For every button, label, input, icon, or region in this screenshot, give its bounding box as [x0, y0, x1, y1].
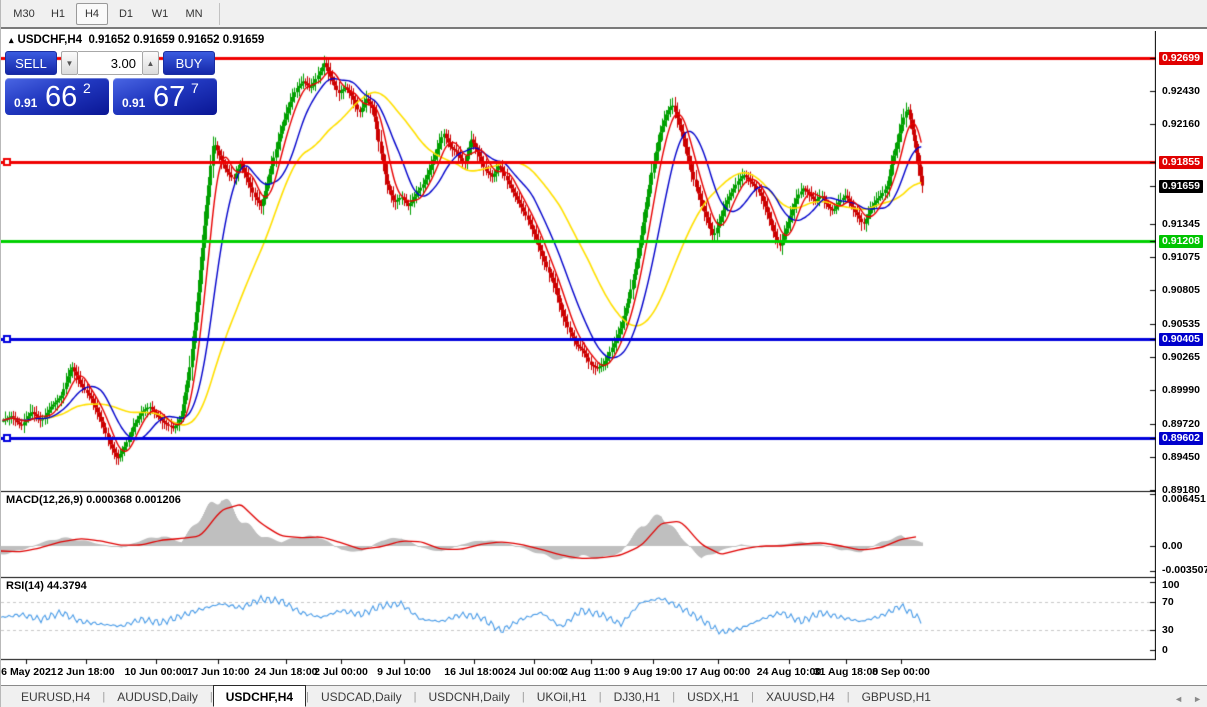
date-label: 24 Jul 00:00	[504, 666, 564, 678]
chart-tab-gbpusd-h1[interactable]: GBPUSD,H1	[861, 689, 931, 704]
price-axis-label: -0.003507	[1162, 564, 1207, 576]
chart-tab-usdchf-h4[interactable]: USDCHF,H4	[212, 684, 307, 707]
price-axis-label: 0.006451	[1162, 493, 1206, 505]
tab-separator: |	[413, 690, 417, 703]
tab-separator: |	[751, 690, 755, 703]
timeframe-toolbar: M30 H1 H4 D1 W1 MN	[1, 0, 1207, 29]
chart-tab-usdcad-daily[interactable]: USDCAD,Daily	[320, 689, 402, 704]
chart-tab-xauusd-h4[interactable]: XAUUSD,H4	[766, 689, 835, 704]
timeframe-button-m30[interactable]: M30	[8, 3, 40, 25]
rsi-indicator-label: RSI(14) 44.3794	[6, 580, 87, 592]
macd-indicator-label: MACD(12,26,9) 0.000368 0.001206	[6, 494, 181, 506]
date-label: 17 Aug 00:00	[685, 666, 751, 678]
date-label: 8 Sep 00:00	[872, 666, 930, 678]
tab-separator: |	[521, 690, 525, 703]
price-axis-label: 0.90265	[1162, 351, 1200, 363]
tab-separator: |	[672, 690, 676, 703]
price-axis-label: 0.91208	[1159, 235, 1203, 248]
buy-quote-button[interactable]: 0.91 67 7	[113, 78, 217, 115]
chart-tab-usdcnh-daily[interactable]: USDCNH,Daily	[428, 689, 510, 704]
chart-tab-ukoil-h1[interactable]: UKOil,H1	[536, 689, 587, 704]
price-axis-label: 0.91075	[1162, 251, 1200, 263]
timeframe-button-h4[interactable]: H4	[76, 2, 108, 25]
chart-tab-eurusd-h4[interactable]: EURUSD,H4	[21, 689, 91, 704]
chart-window: ▴ USDCHF,H4 0.91652 0.91659 0.91652 0.916…	[1, 31, 1207, 685]
price-axis-label: 0.90405	[1159, 333, 1203, 346]
date-label: 10 Jun 00:00	[124, 666, 188, 678]
price-axis-label: 0.89720	[1162, 418, 1200, 430]
sell-button[interactable]: SELL	[5, 51, 57, 75]
price-axis-label: 0.89990	[1162, 384, 1200, 396]
date-label: 2 Jul 00:00	[314, 666, 368, 678]
price-axis-label: 0	[1162, 644, 1168, 656]
price-axis-label: 0.91659	[1159, 180, 1203, 193]
timeframe-button-d1[interactable]: D1	[110, 3, 142, 25]
chart-tab-usdx-h1[interactable]: USDX,H1	[687, 689, 740, 704]
timeframe-buttons: M30 H1 H4 D1 W1 MN	[7, 2, 211, 25]
chart-tab-bar: EURUSD,H4 | AUDUSD,Daily | USDCHF,H4 | USDCAD,…	[1, 684, 1207, 707]
chart-tab-dj30-h1[interactable]: DJ30,H1	[613, 689, 661, 704]
date-label: 26 May 2021	[0, 666, 57, 678]
volume-decrease-button[interactable]: ▼	[61, 51, 78, 75]
price-axis-label: 0.92699	[1159, 52, 1203, 65]
buy-price-big: 67	[153, 81, 186, 113]
price-chart-canvas[interactable]	[1, 31, 1156, 685]
tab-separator: |	[209, 690, 213, 703]
date-label: 9 Aug 19:00	[623, 666, 683, 678]
price-axis-label: 0.89180	[1162, 484, 1200, 496]
sell-price-big: 66	[45, 81, 78, 113]
date-label: 17 Jun 10:00	[186, 666, 250, 678]
tab-scroll-left-arrow[interactable]: ◄	[1174, 694, 1184, 704]
sell-quote-button[interactable]: 0.91 66 2	[5, 78, 109, 115]
price-axis-label: 0.91345	[1162, 218, 1200, 230]
collapse-trade-panel-icon[interactable]: ▴	[9, 35, 14, 45]
date-label: 24 Jun 18:00	[254, 666, 318, 678]
timeframe-button-h1[interactable]: H1	[42, 3, 74, 25]
price-axis-label: 100	[1162, 579, 1180, 591]
date-label: 31 Aug 18:00	[813, 666, 879, 678]
chart-tab-audusd-daily[interactable]: AUDUSD,Daily	[117, 689, 198, 704]
date-label: 9 Jul 10:00	[377, 666, 431, 678]
chart-symbol-label: USDCHF,H4	[17, 34, 83, 46]
tab-separator: |	[598, 690, 602, 703]
date-label: 16 Jul 18:00	[444, 666, 504, 678]
chart-title: ▴ USDCHF,H4 0.91652 0.91659 0.91652 0.916…	[9, 34, 264, 46]
date-label: 2 Jun 18:00	[57, 666, 115, 678]
tab-separator: |	[306, 690, 309, 703]
price-axis[interactable]: 0.92699 0.92430 0.92160 0.91855 0.91659 0.913…	[1157, 31, 1207, 685]
price-axis-label: 0.00	[1162, 540, 1183, 552]
sell-price-base: 0.91	[14, 96, 38, 110]
price-axis-label: 30	[1162, 624, 1174, 636]
price-axis-label: 0.90805	[1162, 284, 1200, 296]
timeframe-button-w1[interactable]: W1	[144, 3, 176, 25]
chart-ohlc-values: 0.91652 0.91659 0.91652 0.91659	[88, 34, 265, 46]
tab-scroll-right-arrow[interactable]: ►	[1193, 694, 1202, 704]
toolbar-separator	[219, 2, 220, 25]
price-axis-label: 70	[1162, 596, 1174, 608]
one-click-trade-panel: SELL ▼ 3.00 ▲ BUY 0.91 66 2 0.91 67 7	[5, 50, 217, 115]
chart-tabs: EURUSD,H4 | AUDUSD,Daily | USDCHF,H4 | USDCAD,…	[9, 684, 943, 707]
volume-increase-button[interactable]: ▲	[142, 51, 159, 75]
tab-separator: |	[102, 690, 106, 703]
buy-price-pip: 7	[191, 80, 199, 96]
buy-price-base: 0.91	[122, 96, 146, 110]
price-axis-label: 0.91855	[1159, 156, 1203, 169]
tab-scroll-controls: ◄ ►	[1174, 694, 1202, 704]
buy-button[interactable]: BUY	[163, 51, 215, 75]
sell-price-pip: 2	[83, 80, 91, 96]
price-axis-label: 0.89450	[1162, 451, 1200, 463]
volume-input[interactable]: 3.00	[78, 51, 142, 75]
price-axis-label: 0.92430	[1162, 85, 1200, 97]
date-label: 2 Aug 11:00	[562, 666, 620, 678]
timeframe-button-mn[interactable]: MN	[178, 3, 210, 25]
price-axis-label: 0.92160	[1162, 118, 1200, 130]
volume-stepper: ▼ 3.00 ▲	[61, 51, 159, 75]
price-axis-label: 0.90535	[1162, 318, 1200, 330]
price-axis-label: 0.89602	[1159, 432, 1203, 445]
date-label: 24 Aug 10:00	[756, 666, 822, 678]
tab-separator: |	[846, 690, 850, 703]
